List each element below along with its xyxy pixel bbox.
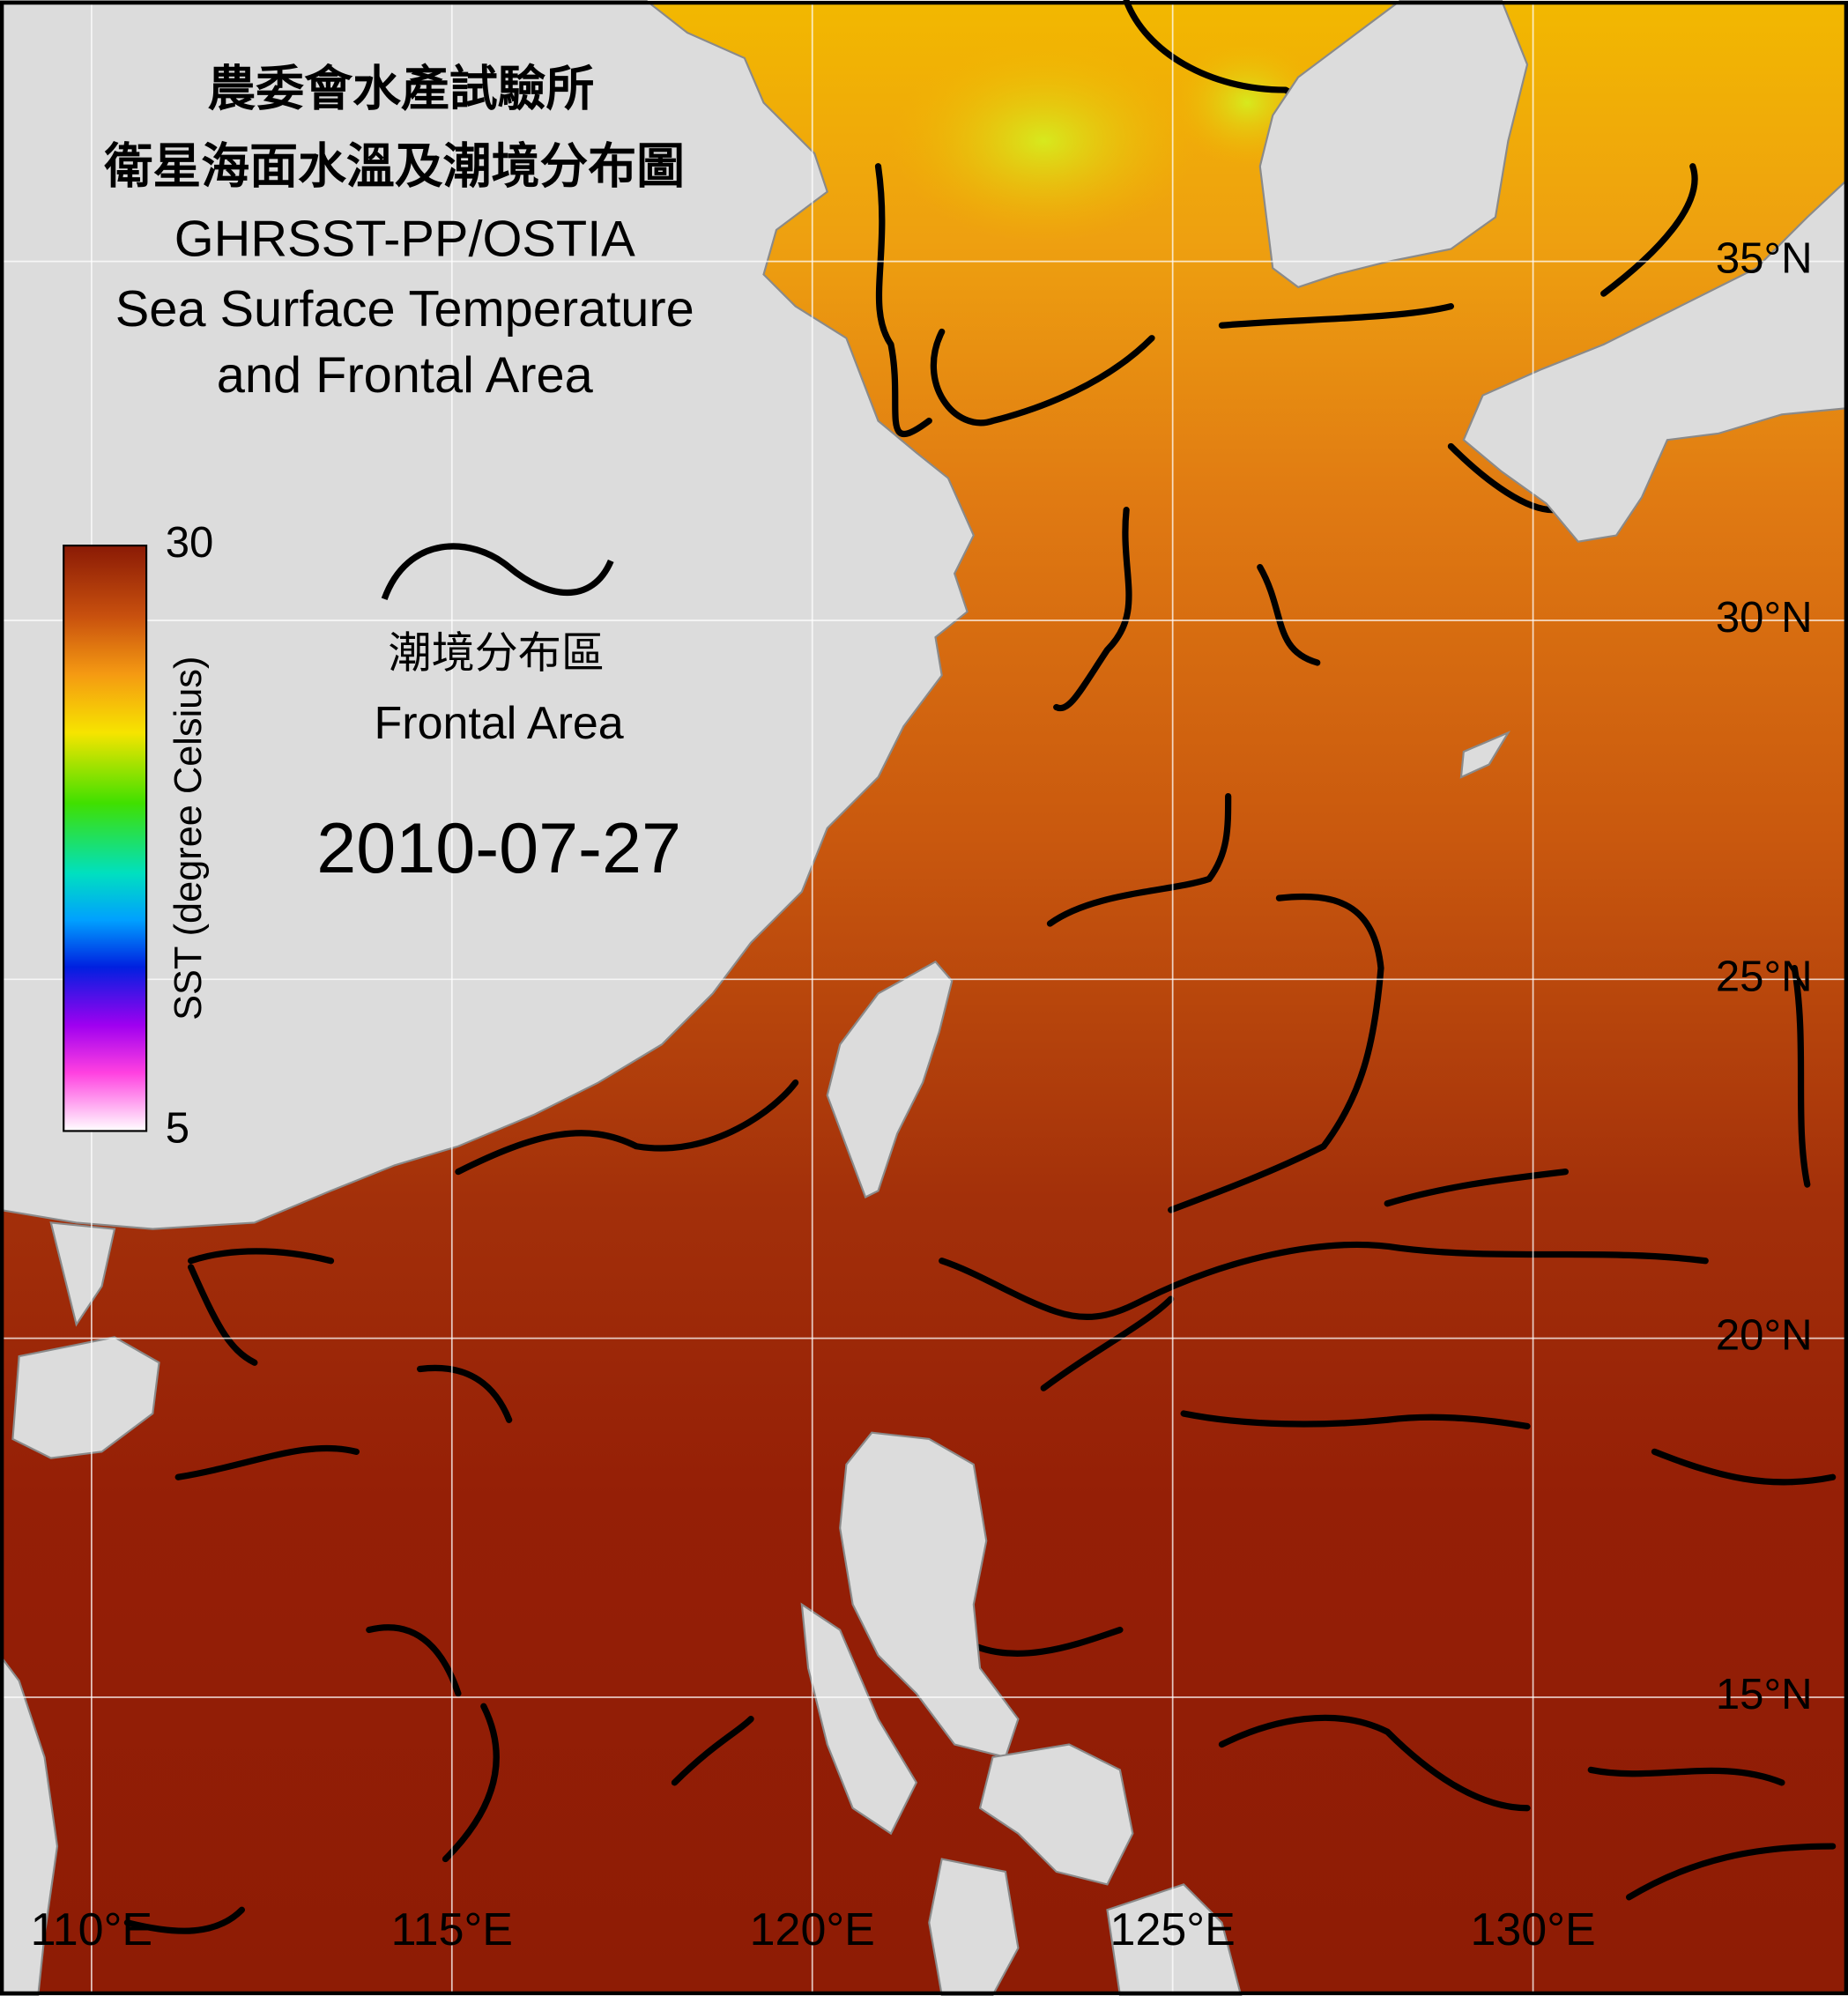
land-philippines	[928, 1858, 1020, 1996]
land-mindanao	[1106, 1883, 1243, 1996]
legend-symbol	[381, 543, 614, 600]
date: 2010-07-27	[316, 809, 681, 888]
front-line	[1791, 964, 1811, 1188]
colorbar-label: SST (degree Celsius)	[167, 657, 210, 1020]
lat-label: 25°N	[1716, 953, 1813, 1000]
land-leizhou	[49, 1221, 116, 1327]
front-line	[930, 328, 1155, 427]
fronts	[123, 0, 1837, 1934]
front-line	[123, 1906, 246, 1934]
front-line	[963, 1626, 1124, 1657]
legend-zh: 潮境分布區	[389, 630, 605, 678]
front-line	[671, 1716, 754, 1786]
title-block: 農委會水產試驗所 衛星海面水溫及潮境分布圖 GHRSST-PP/OSTIA Se…	[103, 61, 694, 404]
front-line	[188, 1248, 335, 1265]
front-line	[1053, 507, 1132, 712]
front-line	[416, 1364, 513, 1423]
land-island	[1459, 731, 1511, 779]
lat-label: 15°N	[1716, 1671, 1813, 1718]
front-line	[1384, 1169, 1569, 1207]
land-korea	[1258, 0, 1529, 289]
title-zh: 農委會水產試驗所	[207, 61, 594, 115]
lon-label: 120°E	[750, 1904, 875, 1955]
front-line	[1218, 1714, 1531, 1812]
land-taiwan	[826, 960, 954, 1199]
colorbar-ramp	[63, 544, 148, 1132]
legend: 潮境分布區 Frontal Area	[375, 543, 624, 749]
front-line	[1447, 442, 1556, 514]
title-en: GHRSST-PP/OSTIA	[174, 211, 636, 268]
colorbar-tick-label: 30	[166, 519, 214, 567]
front-line	[1587, 1766, 1785, 1786]
lon-label: 115°E	[391, 1904, 513, 1955]
front-line	[174, 1444, 360, 1480]
front-line	[1046, 792, 1232, 927]
front-line	[939, 1258, 1149, 1321]
front-line	[1257, 564, 1321, 666]
front-line	[188, 1264, 258, 1366]
land-japan	[1462, 177, 1848, 543]
land-philippines	[800, 1602, 918, 1836]
front-line	[874, 163, 932, 437]
front-line	[1218, 302, 1455, 329]
lat-label: 30°N	[1716, 594, 1813, 642]
legend-en: Frontal Area	[375, 698, 624, 749]
land-hainan	[11, 1336, 160, 1459]
lat-label: 20°N	[1716, 1312, 1813, 1360]
lat-label: 35°N	[1716, 235, 1813, 283]
front-line	[366, 1624, 462, 1697]
front-line	[1180, 1410, 1531, 1430]
lon-label: 130°E	[1470, 1904, 1595, 1955]
front-line	[455, 1079, 799, 1176]
front-line	[1168, 893, 1384, 1213]
front-line	[1600, 163, 1698, 297]
lon-label: 110°E	[31, 1904, 152, 1955]
colorbar-tick-label: 5	[166, 1104, 189, 1152]
colorbar: SST (degree Celsius) 5 30	[63, 519, 213, 1152]
front-line	[1142, 1241, 1709, 1302]
front-line	[1625, 1843, 1837, 1901]
title-en: and Frontal Area	[217, 347, 594, 404]
front-line	[442, 1703, 500, 1863]
land-china	[0, 0, 976, 1230]
land-philippines	[978, 1743, 1134, 1886]
lon-label: 125°E	[1110, 1904, 1236, 1955]
front-line	[1651, 1448, 1837, 1486]
title-zh: 衛星海面水溫及潮境分布圖	[103, 139, 685, 194]
title-en: Sea Surface Temperature	[115, 281, 694, 338]
warm-patch	[890, 39, 1197, 243]
